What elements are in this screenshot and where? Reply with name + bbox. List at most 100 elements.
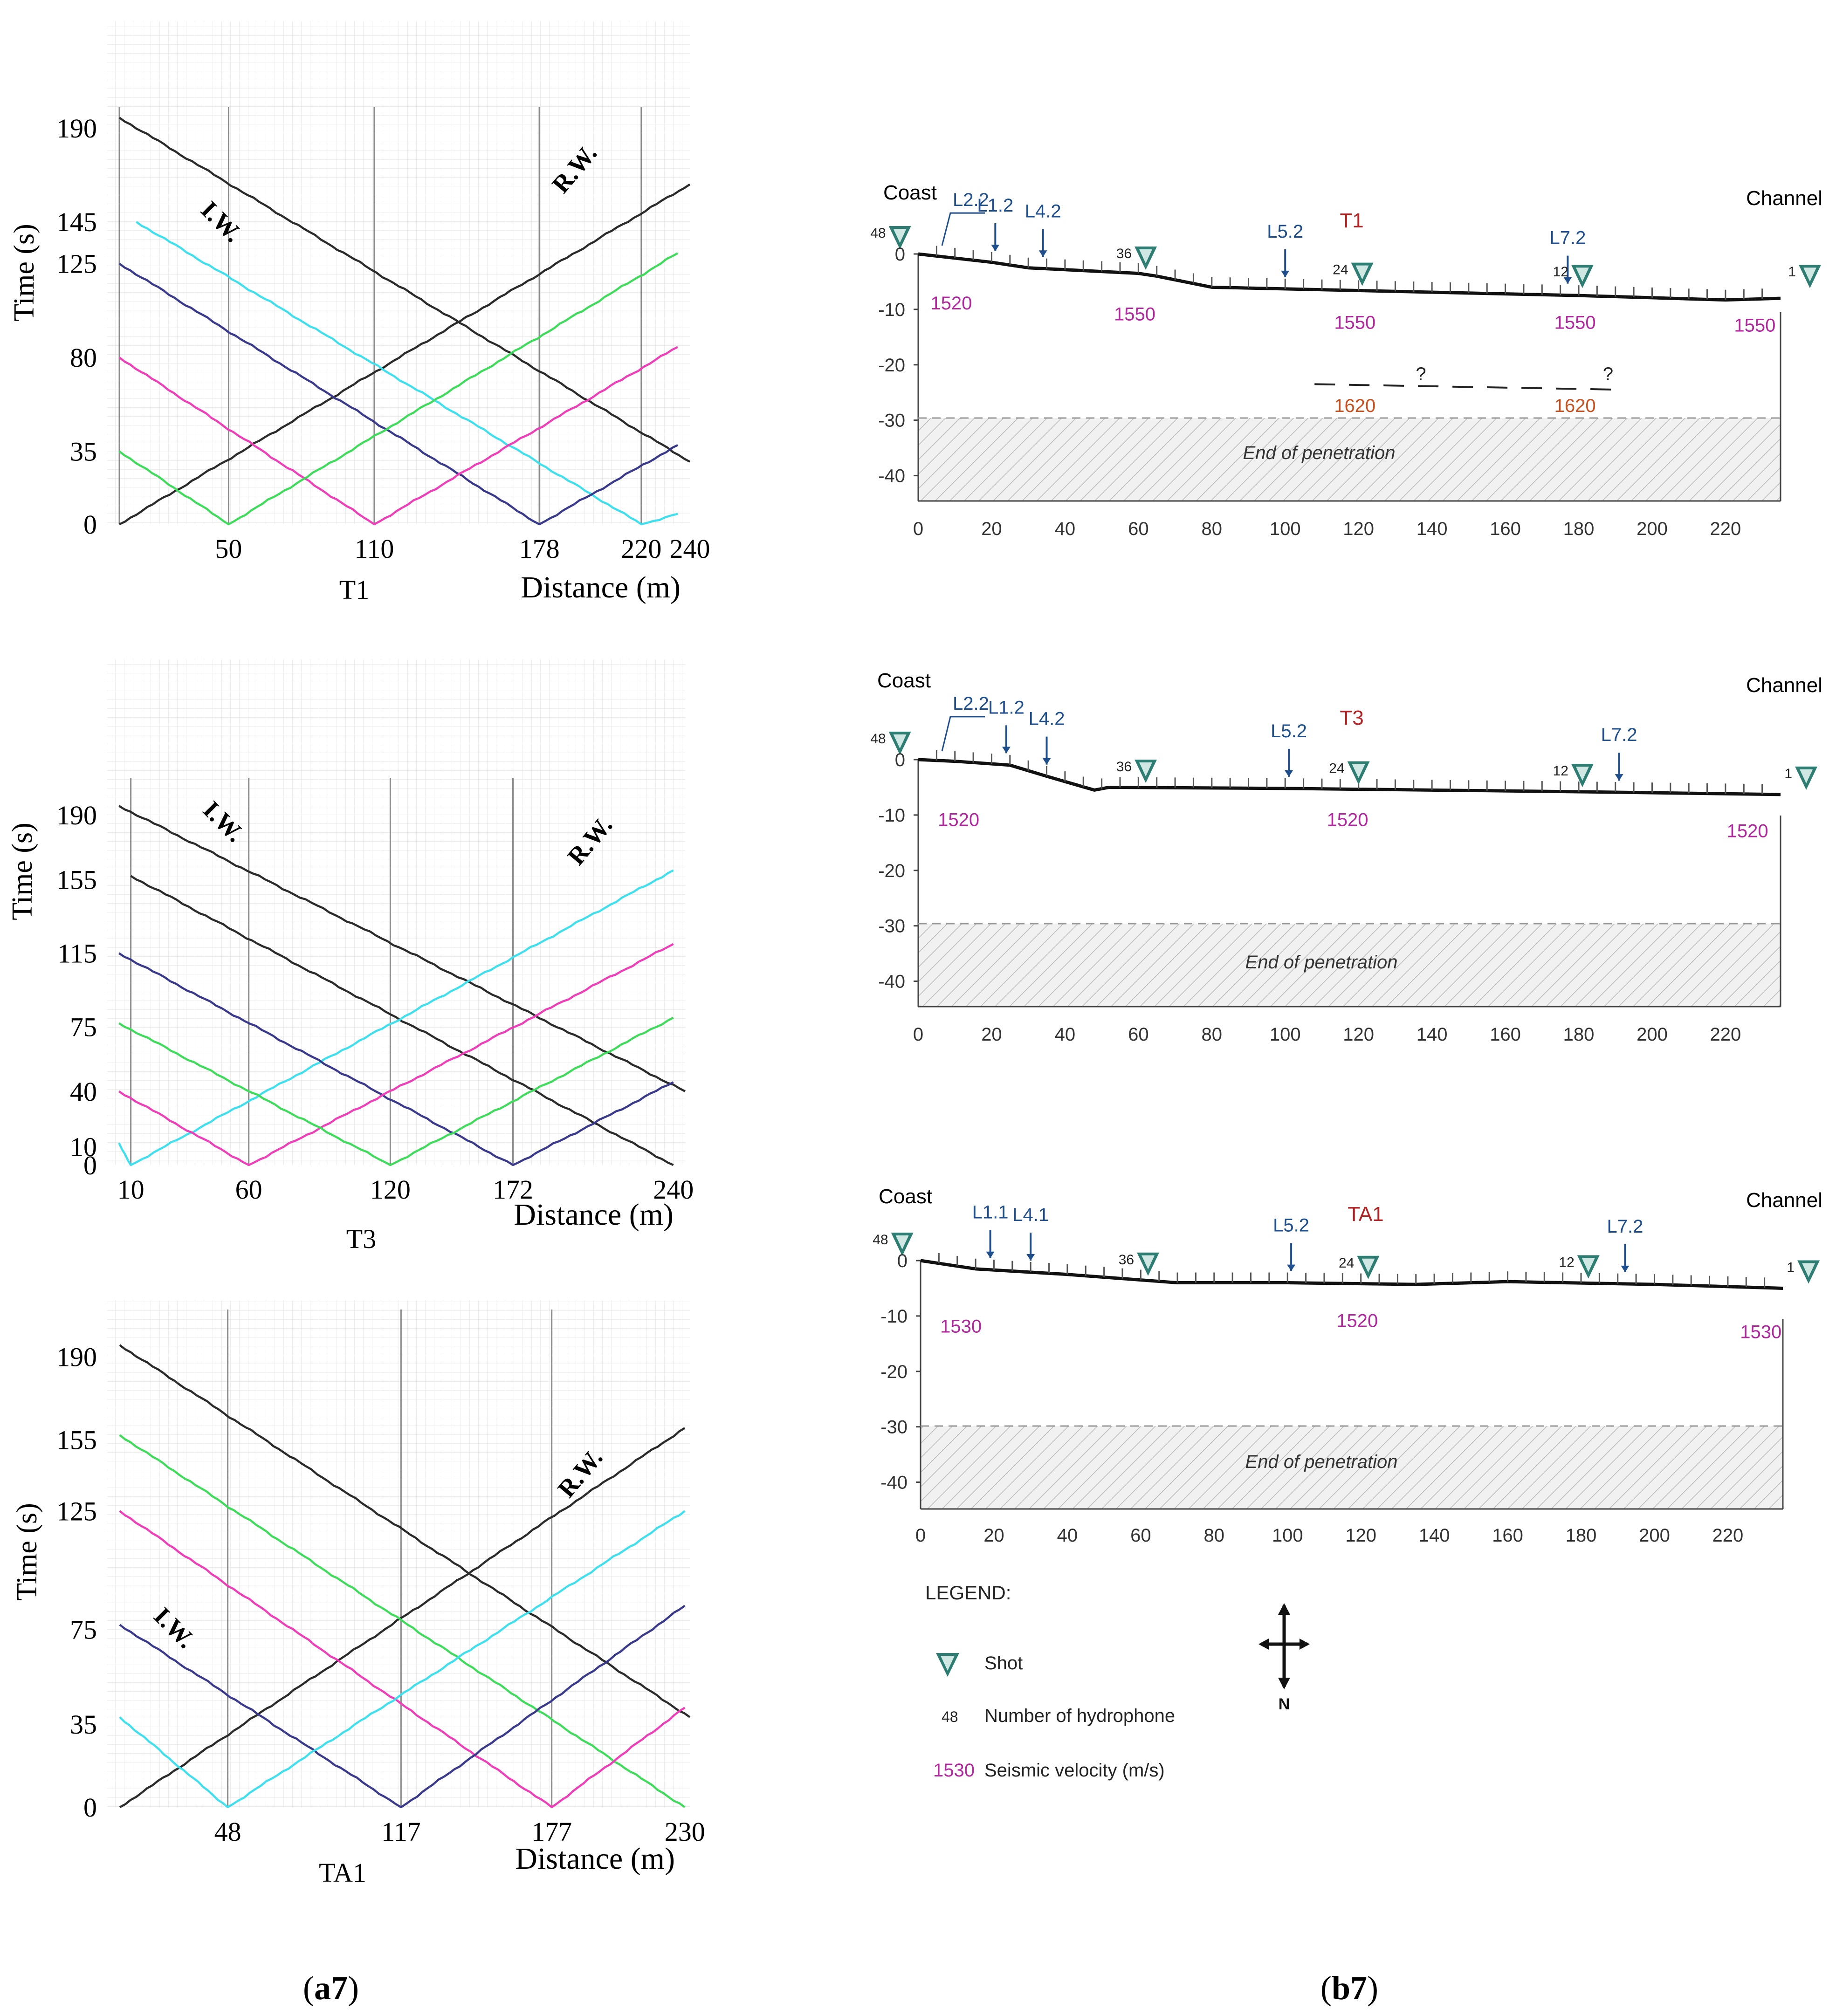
velocity-label: 1520 (1727, 821, 1768, 841)
series-line-black-2 (130, 875, 674, 1166)
legend-hydrophone-label: Number of hydrophone (984, 1706, 1175, 1726)
shot-icon (1135, 246, 1157, 270)
shot-icon-inner (1582, 1258, 1595, 1272)
section-b-ta1: End of penetration L1.1 L4.1 L5.2 L7.2 48 36… (873, 1185, 1822, 1546)
x-tick-label: 40 (1057, 1525, 1078, 1546)
panel-label-a-id: a7 (314, 1969, 348, 2007)
receiver-arrow-head (1285, 770, 1293, 777)
x-tick-label: 180 (1566, 1525, 1597, 1546)
x-tick-label: 60 (1128, 1024, 1149, 1045)
x-tick-label: 120 (370, 1174, 411, 1205)
panel-label-b: (b7) (1320, 1969, 1378, 2007)
receiver-arrow-head (1281, 270, 1290, 277)
x-tick-label: 120 (1343, 1024, 1374, 1045)
receiver-label: L1.2 (988, 697, 1025, 718)
plot-grid (107, 659, 685, 1165)
legend-hydrophone-example: 48 (942, 1708, 958, 1725)
y-tick-labels: 0 35 80 125 145 190 (56, 113, 97, 540)
shot-icon (1798, 265, 1821, 288)
x-tick-label: 40 (1055, 1024, 1076, 1045)
velocity-label: 1530 (1740, 1322, 1781, 1342)
series-line-cyan (119, 1510, 686, 1809)
x-tick-label: 140 (1417, 1024, 1448, 1045)
y-tick-label: -20 (878, 355, 905, 376)
shot-number: 1 (1788, 264, 1796, 280)
velocity-label: 1520 (930, 293, 972, 314)
velocity-label: 1550 (1114, 304, 1155, 325)
x-tick-label: 200 (1637, 1024, 1668, 1045)
x-axis-label: Distance (m) (514, 1198, 674, 1232)
velocity-label: 1520 (1327, 810, 1368, 830)
y-tick-label: -10 (878, 805, 905, 826)
chart-title: T1 (339, 575, 369, 605)
seafloor-group (918, 246, 1781, 302)
x-tick-label: 40 (1055, 519, 1076, 539)
y-tick-label: -20 (880, 1362, 908, 1382)
shot-icon-inner (1575, 267, 1589, 282)
x-tick-label: 48 (214, 1817, 241, 1847)
seafloor-group (920, 1253, 1783, 1290)
y-tick-label: 155 (56, 1425, 97, 1455)
refractor-question-mark: ? (1416, 364, 1426, 384)
series-line-blue (118, 952, 674, 1166)
series-line-blue (119, 1605, 686, 1809)
y-tick-labels: 010 40 75 115 155 190 (56, 800, 97, 1180)
y-tick-labels: 0 -10 -20 -30 -40 (878, 244, 918, 487)
velocity-label: 1550 (1554, 313, 1596, 333)
receiver-label: L5.2 (1267, 221, 1303, 242)
series-line-black-2 (119, 183, 691, 526)
y-tick-label: -40 (878, 466, 905, 487)
x-tick-label: 180 (1563, 519, 1595, 539)
coast-label: Coast (879, 1185, 932, 1208)
x-tick-label: 180 (1563, 1024, 1595, 1045)
vertical-lines (118, 107, 642, 524)
channel-label: Channel (1746, 674, 1822, 697)
shot-icon (891, 1233, 914, 1256)
shot-number: 1 (1787, 1260, 1795, 1275)
x-tick-label: 160 (1490, 1024, 1521, 1045)
y-axis-label: Time (s) (7, 823, 38, 920)
x-tick-label: 200 (1639, 1525, 1670, 1546)
shot-icon (1577, 1255, 1600, 1279)
receivers-group: L2.2L1.2 L4.2 L5.2 L7.2 (941, 190, 1586, 284)
seafloor-group (918, 750, 1781, 796)
shot-icon-inner (1802, 1263, 1815, 1277)
receiver-arrow-head (1621, 1265, 1630, 1272)
x-tick-label: 200 (1637, 519, 1668, 539)
vertical-lines (227, 1310, 553, 1807)
receiver-arrow-head (986, 1251, 995, 1258)
x-tick-labels: 10 60 120 172 240 (117, 1174, 694, 1205)
receiver-label: L4.1 (1012, 1205, 1049, 1225)
shot-icon (1347, 761, 1370, 785)
y-tick-label: 115 (57, 938, 97, 968)
x-tick-label: 60 (1130, 1525, 1151, 1546)
shot-icon-inner (1362, 1258, 1375, 1273)
receivers-group: L1.1 L4.1 L5.2 L7.2 (972, 1202, 1643, 1272)
shot-number: 36 (1116, 759, 1132, 775)
shot-icon (1135, 759, 1157, 783)
refractor-dashed-line (1314, 383, 1623, 391)
y-tick-label: -10 (878, 300, 905, 320)
shot-icon-inner (1800, 769, 1813, 783)
x-tick-label: 60 (235, 1174, 262, 1205)
plot-grid (107, 1300, 690, 1807)
receiver-label: L2.2 (953, 190, 989, 210)
refractor-velocity-label: 1620 (1334, 396, 1375, 416)
shot-icon-inner (893, 229, 907, 243)
receiver-arrow-head (1563, 277, 1572, 284)
shot-icon (888, 732, 911, 755)
end-of-penetration-zone (918, 924, 1781, 1007)
x-tick-label: 140 (1417, 519, 1448, 539)
receiver-arrow-head (1038, 250, 1047, 257)
y-tick-labels: 0 -10 -20 -30 -40 (880, 1251, 921, 1493)
y-tick-label: -40 (878, 972, 905, 992)
shot-icon-inner (1355, 265, 1369, 280)
velocities-group: 1520 1550 1550 1550 1550 (930, 293, 1775, 336)
section-title: TA1 (1348, 1203, 1383, 1226)
refractor-velocity-label: 1620 (1554, 396, 1596, 416)
legend: LEGEND: Shot 48 Number of hydrophone 153… (925, 1582, 1310, 1781)
x-tick-label: 160 (1490, 519, 1521, 539)
x-tick-label: 0 (915, 1525, 926, 1546)
shot-number: 24 (1339, 1255, 1354, 1271)
